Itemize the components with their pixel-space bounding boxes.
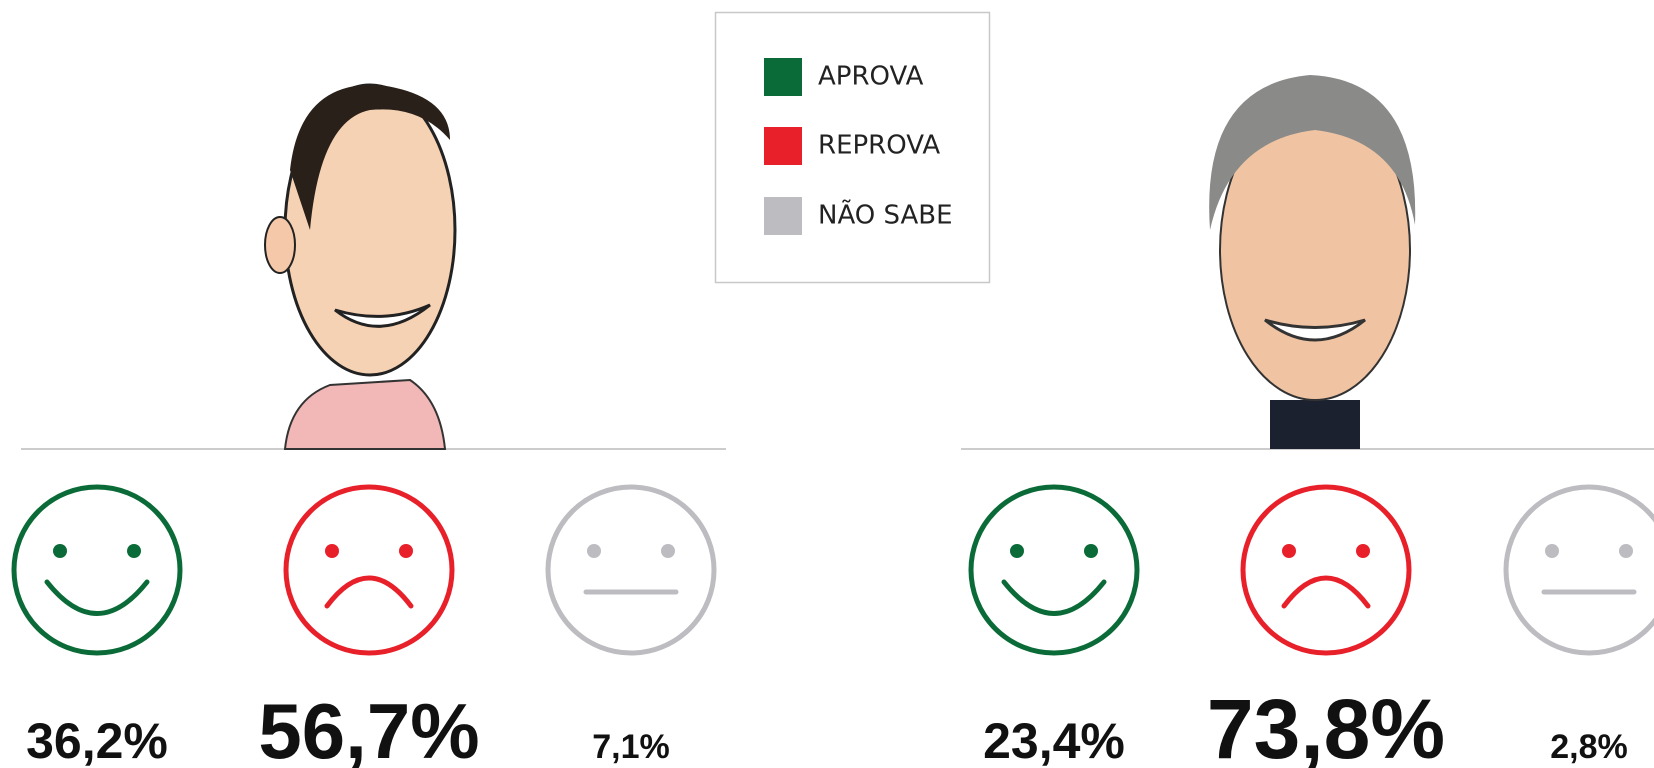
legend-swatch (764, 197, 802, 235)
percentage: 7,1% (592, 728, 670, 766)
percentage: 56,7% (258, 687, 479, 768)
legend-swatch (764, 127, 802, 165)
percentage: 73,8% (1207, 682, 1445, 768)
legend-label: NÃO SABE (818, 199, 953, 231)
face-outline (286, 487, 452, 653)
face-outline (1506, 487, 1654, 653)
caricature (1209, 75, 1415, 449)
face-icon (286, 487, 452, 653)
face-mouth (47, 582, 147, 614)
face-outline (14, 487, 180, 653)
face-eye (53, 544, 67, 558)
face-eye (399, 544, 413, 558)
face-outline (971, 487, 1137, 653)
face-outline (1243, 487, 1409, 653)
percentage: 23,4% (983, 713, 1125, 768)
percentage: 2,8% (1550, 728, 1628, 766)
face-icon (971, 487, 1137, 653)
face-eye (325, 544, 339, 558)
legend-label: REPROVA (818, 131, 940, 161)
face-eye (1619, 544, 1633, 558)
face-eye (1282, 544, 1296, 558)
face-eye (127, 544, 141, 558)
face-icon (1243, 487, 1409, 653)
face-eye (587, 544, 601, 558)
face-icon (548, 487, 714, 653)
infographic: APROVA REPROVA NÃO SABE 36,2% 56,7% 7,1% 23,4%… (0, 0, 1654, 768)
face-icon (1506, 487, 1654, 653)
face-outline (548, 487, 714, 653)
face-eye (1010, 544, 1024, 558)
face-eye (1356, 544, 1370, 558)
face-mouth (1284, 578, 1368, 606)
legend-swatch (764, 58, 802, 96)
face-icon (14, 487, 180, 653)
caricature (265, 85, 455, 449)
face-mouth (327, 578, 411, 606)
face-mouth (1004, 582, 1104, 614)
face-eye (1545, 544, 1559, 558)
face-eye (661, 544, 675, 558)
legend-label: APROVA (818, 62, 924, 92)
percentage: 36,2% (26, 713, 168, 768)
face-eye (1084, 544, 1098, 558)
